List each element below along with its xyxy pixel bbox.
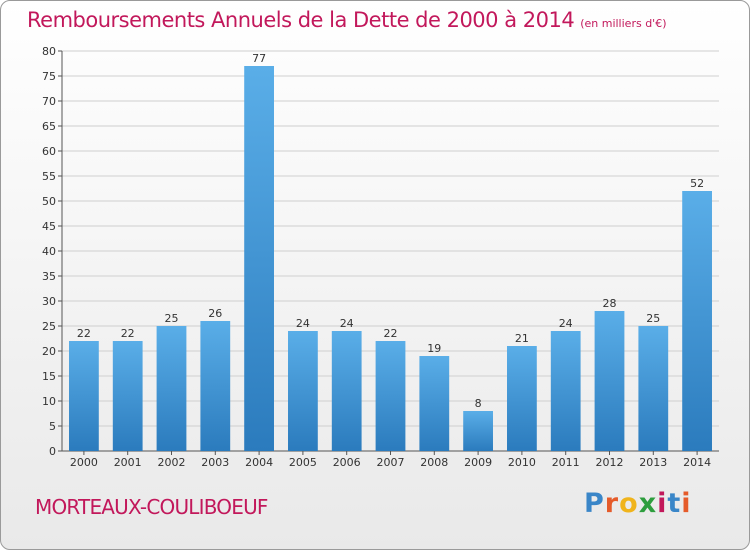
x-tick-label: 2001: [114, 456, 142, 469]
logo-letter: o: [619, 488, 639, 519]
y-tick-label: 5: [49, 420, 56, 433]
x-tick-label: 2000: [70, 456, 98, 469]
bar: [200, 321, 231, 451]
bar: [638, 326, 669, 451]
data-label: 52: [690, 177, 704, 190]
logo-letter: t: [667, 488, 682, 519]
y-tick-label: 40: [42, 245, 56, 258]
data-label: 26: [208, 307, 222, 320]
y-tick-label: 25: [42, 320, 56, 333]
y-tick-label: 30: [42, 295, 56, 308]
data-label: 28: [603, 297, 617, 310]
chart-subtitle: (en milliers d'€): [580, 17, 667, 30]
y-tick-label: 65: [42, 120, 56, 133]
y-tick-label: 70: [42, 95, 56, 108]
y-tick-label: 55: [42, 170, 56, 183]
bar: [594, 311, 625, 451]
data-label: 21: [515, 332, 529, 345]
x-tick-label: 2007: [377, 456, 405, 469]
bar: [244, 66, 274, 451]
x-tick-label: 2013: [639, 456, 667, 469]
x-tick-label: 2010: [508, 456, 536, 469]
data-label: 24: [340, 317, 354, 330]
chart-title: Remboursements Annuels de la Dette de 20…: [27, 8, 666, 32]
x-tick-label: 2009: [464, 456, 492, 469]
y-tick-label: 0: [49, 445, 56, 458]
logo-letter: i: [657, 488, 668, 519]
data-label: 8: [475, 397, 482, 410]
y-tick-label: 80: [42, 45, 56, 58]
y-tick-label: 45: [42, 220, 56, 233]
data-label: 24: [559, 317, 573, 330]
y-tick-label: 10: [42, 395, 56, 408]
commune-name: MORTEAUX-COULIBOEUF: [35, 495, 268, 519]
x-tick-label: 2012: [596, 456, 624, 469]
bar: [112, 341, 143, 451]
data-label: 25: [165, 312, 179, 325]
title-text: Remboursements Annuels de la Dette de 20…: [27, 8, 575, 32]
bar: [375, 341, 406, 451]
y-tick-label: 15: [42, 370, 56, 383]
x-tick-label: 2004: [245, 456, 273, 469]
y-tick-label: 75: [42, 70, 56, 83]
data-label: 22: [77, 327, 91, 340]
bar: [550, 331, 581, 451]
bar: [288, 331, 318, 451]
bar: [682, 191, 712, 451]
x-tick-label: 2005: [289, 456, 317, 469]
x-tick-label: 2002: [158, 456, 186, 469]
bar: [69, 341, 99, 451]
y-tick-label: 50: [42, 195, 56, 208]
data-label: 22: [121, 327, 135, 340]
logo-letter: P: [584, 488, 605, 519]
x-tick-label: 2014: [683, 456, 711, 469]
bar: [463, 411, 493, 451]
data-label: 24: [296, 317, 310, 330]
y-tick-label: 60: [42, 145, 56, 158]
logo-letter: x: [638, 488, 658, 519]
x-tick-label: 2006: [333, 456, 361, 469]
x-tick-label: 2003: [201, 456, 229, 469]
logo-letter: r: [604, 488, 620, 519]
y-tick-label: 35: [42, 270, 56, 283]
proxiti-logo: Proxiti: [584, 488, 692, 519]
bar: [331, 331, 362, 451]
x-tick-label: 2008: [420, 456, 448, 469]
bar: [419, 356, 450, 451]
logo-letter: i: [681, 488, 692, 519]
bar: [156, 326, 187, 451]
y-tick-label: 20: [42, 345, 56, 358]
x-tick-label: 2011: [552, 456, 580, 469]
data-label: 77: [252, 52, 266, 65]
data-label: 22: [384, 327, 398, 340]
data-label: 25: [646, 312, 660, 325]
data-label: 19: [427, 342, 441, 355]
bar: [507, 346, 537, 451]
